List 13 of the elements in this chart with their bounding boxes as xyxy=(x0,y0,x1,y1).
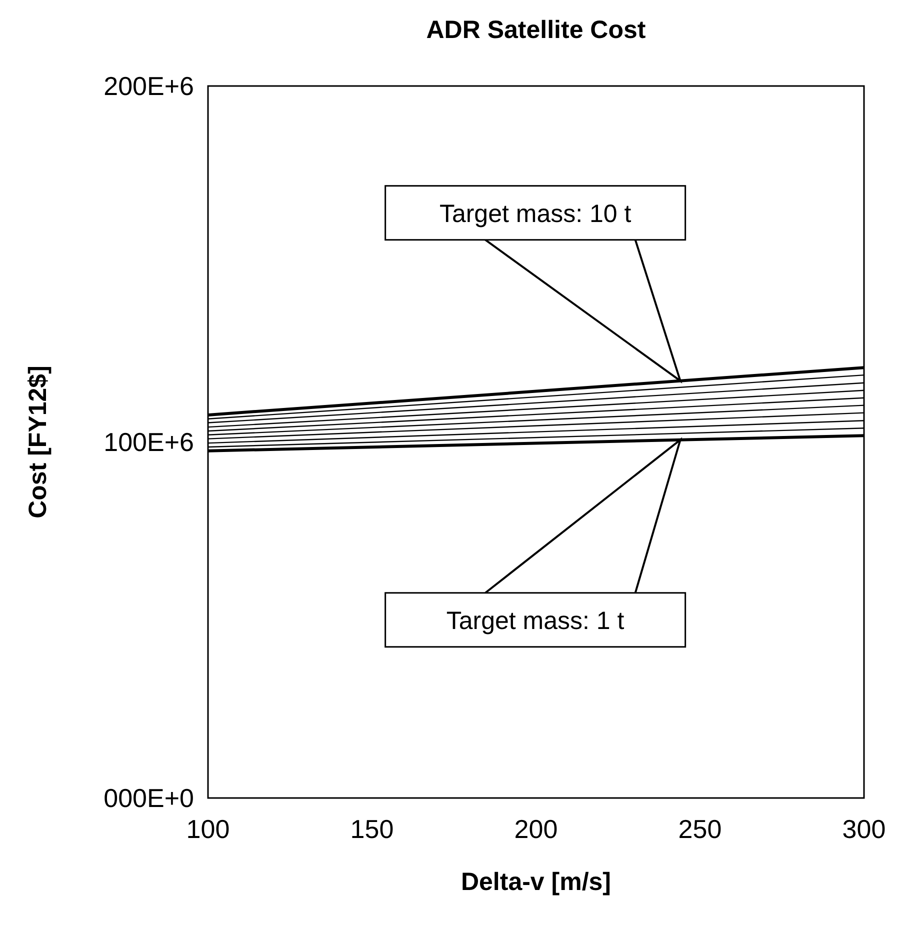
x-tick-label: 150 xyxy=(350,814,394,844)
x-tick-label: 300 xyxy=(842,814,886,844)
chart-title: ADR Satellite Cost xyxy=(426,16,646,44)
y-axis-title: Cost [FY12$] xyxy=(24,366,52,518)
annotation: Target mass: 10 t xyxy=(439,200,632,228)
x-tick-label: 200 xyxy=(514,814,558,844)
x-axis-title: Delta-v [m/s] xyxy=(460,868,612,896)
annotation: Target mass: 1 t xyxy=(446,606,624,635)
y-tick-label: 100E+6 xyxy=(104,427,194,457)
x-tick-label: 100 xyxy=(186,814,230,844)
y-tick-label: 000E+0 xyxy=(104,783,194,813)
x-tick-label: 250 xyxy=(678,814,722,844)
y-tick-label: 200E+6 xyxy=(104,71,194,101)
